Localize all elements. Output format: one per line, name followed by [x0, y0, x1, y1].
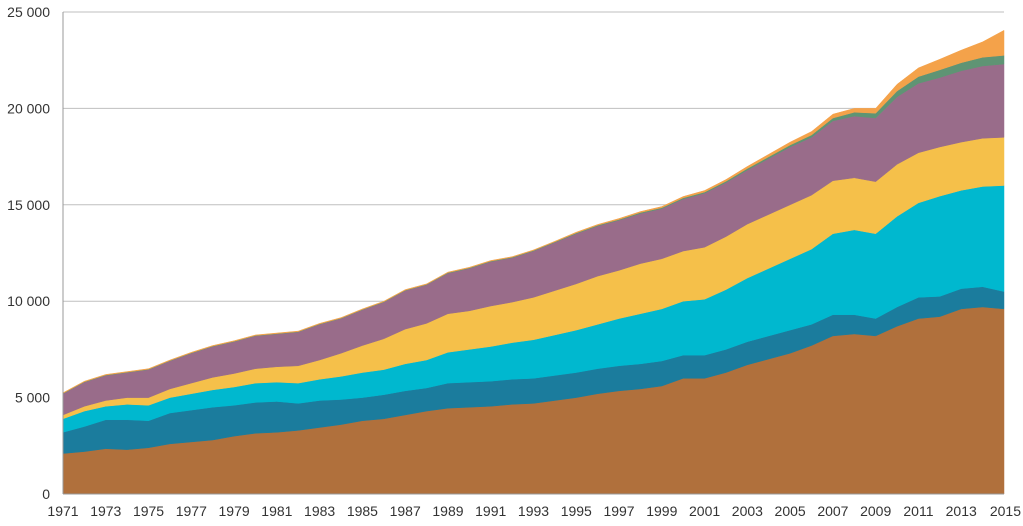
x-tick-label: 1987 — [390, 503, 421, 519]
x-tick-label: 1999 — [646, 503, 677, 519]
x-tick-label: 2009 — [860, 503, 891, 519]
x-tick-label: 1981 — [261, 503, 292, 519]
x-tick-labels: 1971 1973 1975 1977 1979 1981 1983 1985 1987 1989… — [47, 503, 1021, 519]
x-tick-label: 1979 — [219, 503, 250, 519]
x-tick-label: 1995 — [561, 503, 592, 519]
y-tick-label: 10 000 — [7, 293, 50, 309]
x-tick-label: 2013 — [946, 503, 977, 519]
y-tick-label: 0 — [42, 486, 50, 502]
axes — [62, 12, 1004, 495]
y-tick-label: 15 000 — [7, 197, 50, 213]
y-tick-labels: 0 5 000 10 000 15 000 20 000 25 000 — [7, 4, 50, 502]
y-tick-label: 20 000 — [7, 100, 50, 116]
x-tick-label: 2001 — [689, 503, 720, 519]
x-tick-label: 1985 — [347, 503, 378, 519]
y-tick-label: 5 000 — [15, 390, 50, 406]
area-series-7 — [62, 29, 1005, 394]
x-tick-label: 1971 — [47, 503, 78, 519]
x-tick-label: 1977 — [176, 503, 207, 519]
x-tick-label: 2011 — [903, 503, 933, 519]
x-tick-label: 2005 — [775, 503, 806, 519]
x-tick-label: 2007 — [817, 503, 848, 519]
x-tick-label: 2003 — [732, 503, 763, 519]
x-tick-label: 1973 — [90, 503, 121, 519]
x-tick-label: 1991 — [475, 503, 506, 519]
x-tick-label: 1989 — [432, 503, 463, 519]
x-tick-label: 1993 — [518, 503, 549, 519]
area-series-group — [62, 29, 1005, 495]
y-tick-label: 25 000 — [7, 4, 50, 20]
x-tick-label: 1983 — [304, 503, 335, 519]
x-tick-label: 1975 — [133, 503, 164, 519]
x-tick-label: 1997 — [603, 503, 634, 519]
x-tick-label: 2015 — [990, 503, 1021, 519]
